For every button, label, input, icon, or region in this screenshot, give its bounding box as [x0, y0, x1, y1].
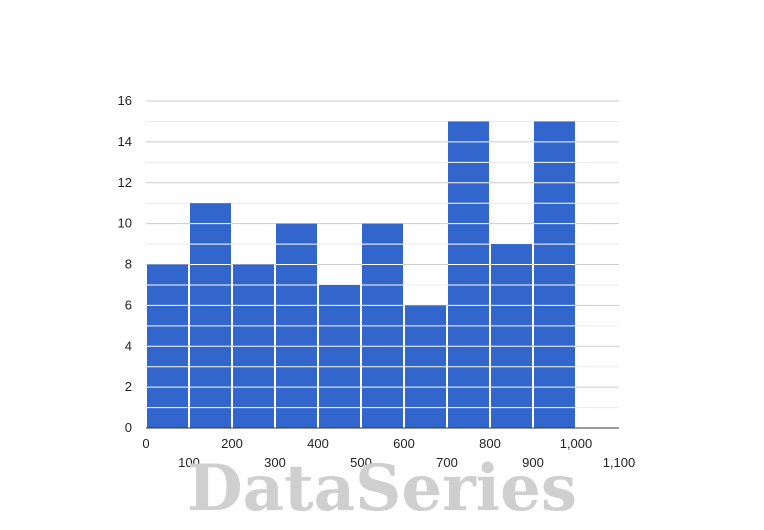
y-tick-label: 8 — [125, 257, 132, 272]
histogram-bar — [190, 203, 231, 428]
x-axis-ticks: 0 100 200 300 400 500 600 700 800 900 1,000 1,100 — [142, 436, 635, 470]
y-tick-label: 12 — [118, 175, 132, 190]
histogram-bar — [491, 244, 532, 428]
watermark: DataSeries — [187, 451, 577, 526]
y-axis-ticks: 0 2 4 6 8 10 12 14 16 — [118, 93, 132, 435]
histogram-bars — [147, 121, 575, 428]
y-tick-label: 2 — [125, 379, 132, 394]
x-tick-label: 400 — [307, 436, 329, 451]
x-tick-label: 1,100 — [603, 455, 636, 470]
x-tick-label: 700 — [436, 455, 458, 470]
histogram-bar — [534, 121, 575, 428]
x-tick-label: 500 — [350, 455, 372, 470]
x-tick-label: 600 — [393, 436, 415, 451]
x-tick-label: 800 — [479, 436, 501, 451]
y-tick-label: 16 — [118, 93, 132, 108]
y-tick-label: 14 — [118, 134, 132, 149]
x-tick-label: 100 — [178, 455, 200, 470]
y-tick-label: 4 — [125, 338, 132, 353]
x-tick-label: 1,000 — [560, 436, 593, 451]
histogram-bar — [448, 121, 489, 428]
x-tick-label: 0 — [142, 436, 149, 451]
x-tick-label: 200 — [221, 436, 243, 451]
x-tick-label: 900 — [522, 455, 544, 470]
x-tick-label: 300 — [264, 455, 286, 470]
y-tick-label: 6 — [125, 297, 132, 312]
y-tick-label: 10 — [118, 216, 132, 231]
y-tick-label: 0 — [125, 420, 132, 435]
histogram-bar — [319, 284, 360, 428]
